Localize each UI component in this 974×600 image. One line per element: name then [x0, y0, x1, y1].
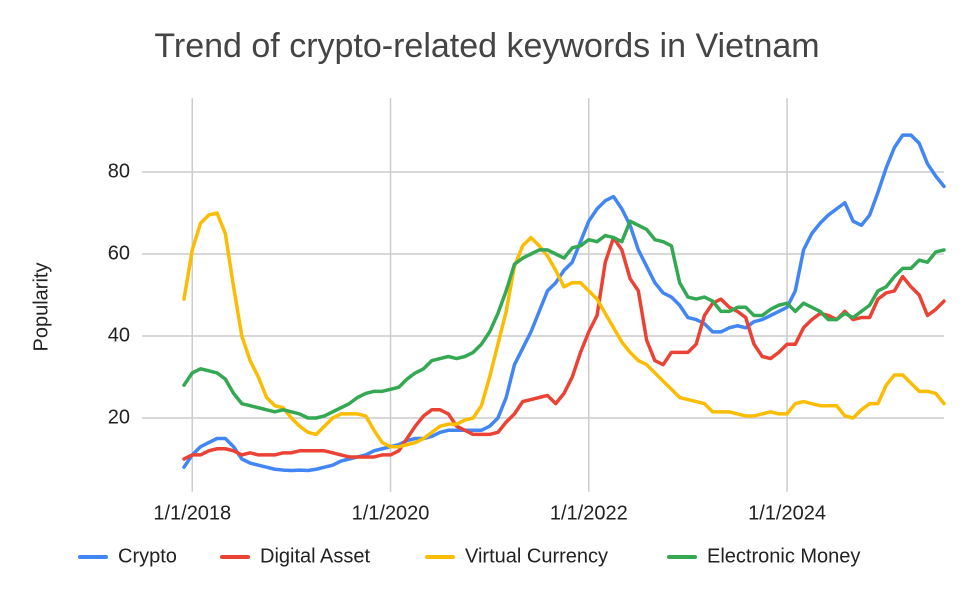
- data-line: [182, 133, 946, 473]
- grid: 20 40 60 80 1/1/2018 1/1/2020 1/1/2022 1/1/2024: [108, 98, 944, 524]
- data-line: [182, 219, 946, 420]
- legend-label: Digital Asset: [260, 545, 370, 567]
- legend-label: Virtual Currency: [465, 545, 608, 567]
- x-tick-label: 1/1/2020: [352, 502, 430, 524]
- y-tick-label: 80: [108, 160, 130, 182]
- data-line: [182, 211, 946, 449]
- x-tick-label: 1/1/2024: [748, 502, 826, 524]
- legend-label: Electronic Money: [707, 545, 860, 567]
- y-tick-label: 60: [108, 242, 130, 264]
- legend: Crypto Digital Asset Virtual Currency Elect…: [78, 545, 860, 567]
- chart-title: Trend of crypto-related keywords in Viet…: [154, 27, 819, 65]
- y-tick-label: 20: [108, 406, 130, 428]
- x-tick-label: 1/1/2018: [153, 502, 231, 524]
- data-line: [182, 235, 946, 461]
- x-tick-label: 1/1/2022: [550, 502, 628, 524]
- plot-lines: [182, 133, 946, 473]
- y-axis-label: Popularity: [30, 263, 52, 352]
- y-tick-label: 40: [108, 324, 130, 346]
- legend-label: Crypto: [118, 545, 177, 567]
